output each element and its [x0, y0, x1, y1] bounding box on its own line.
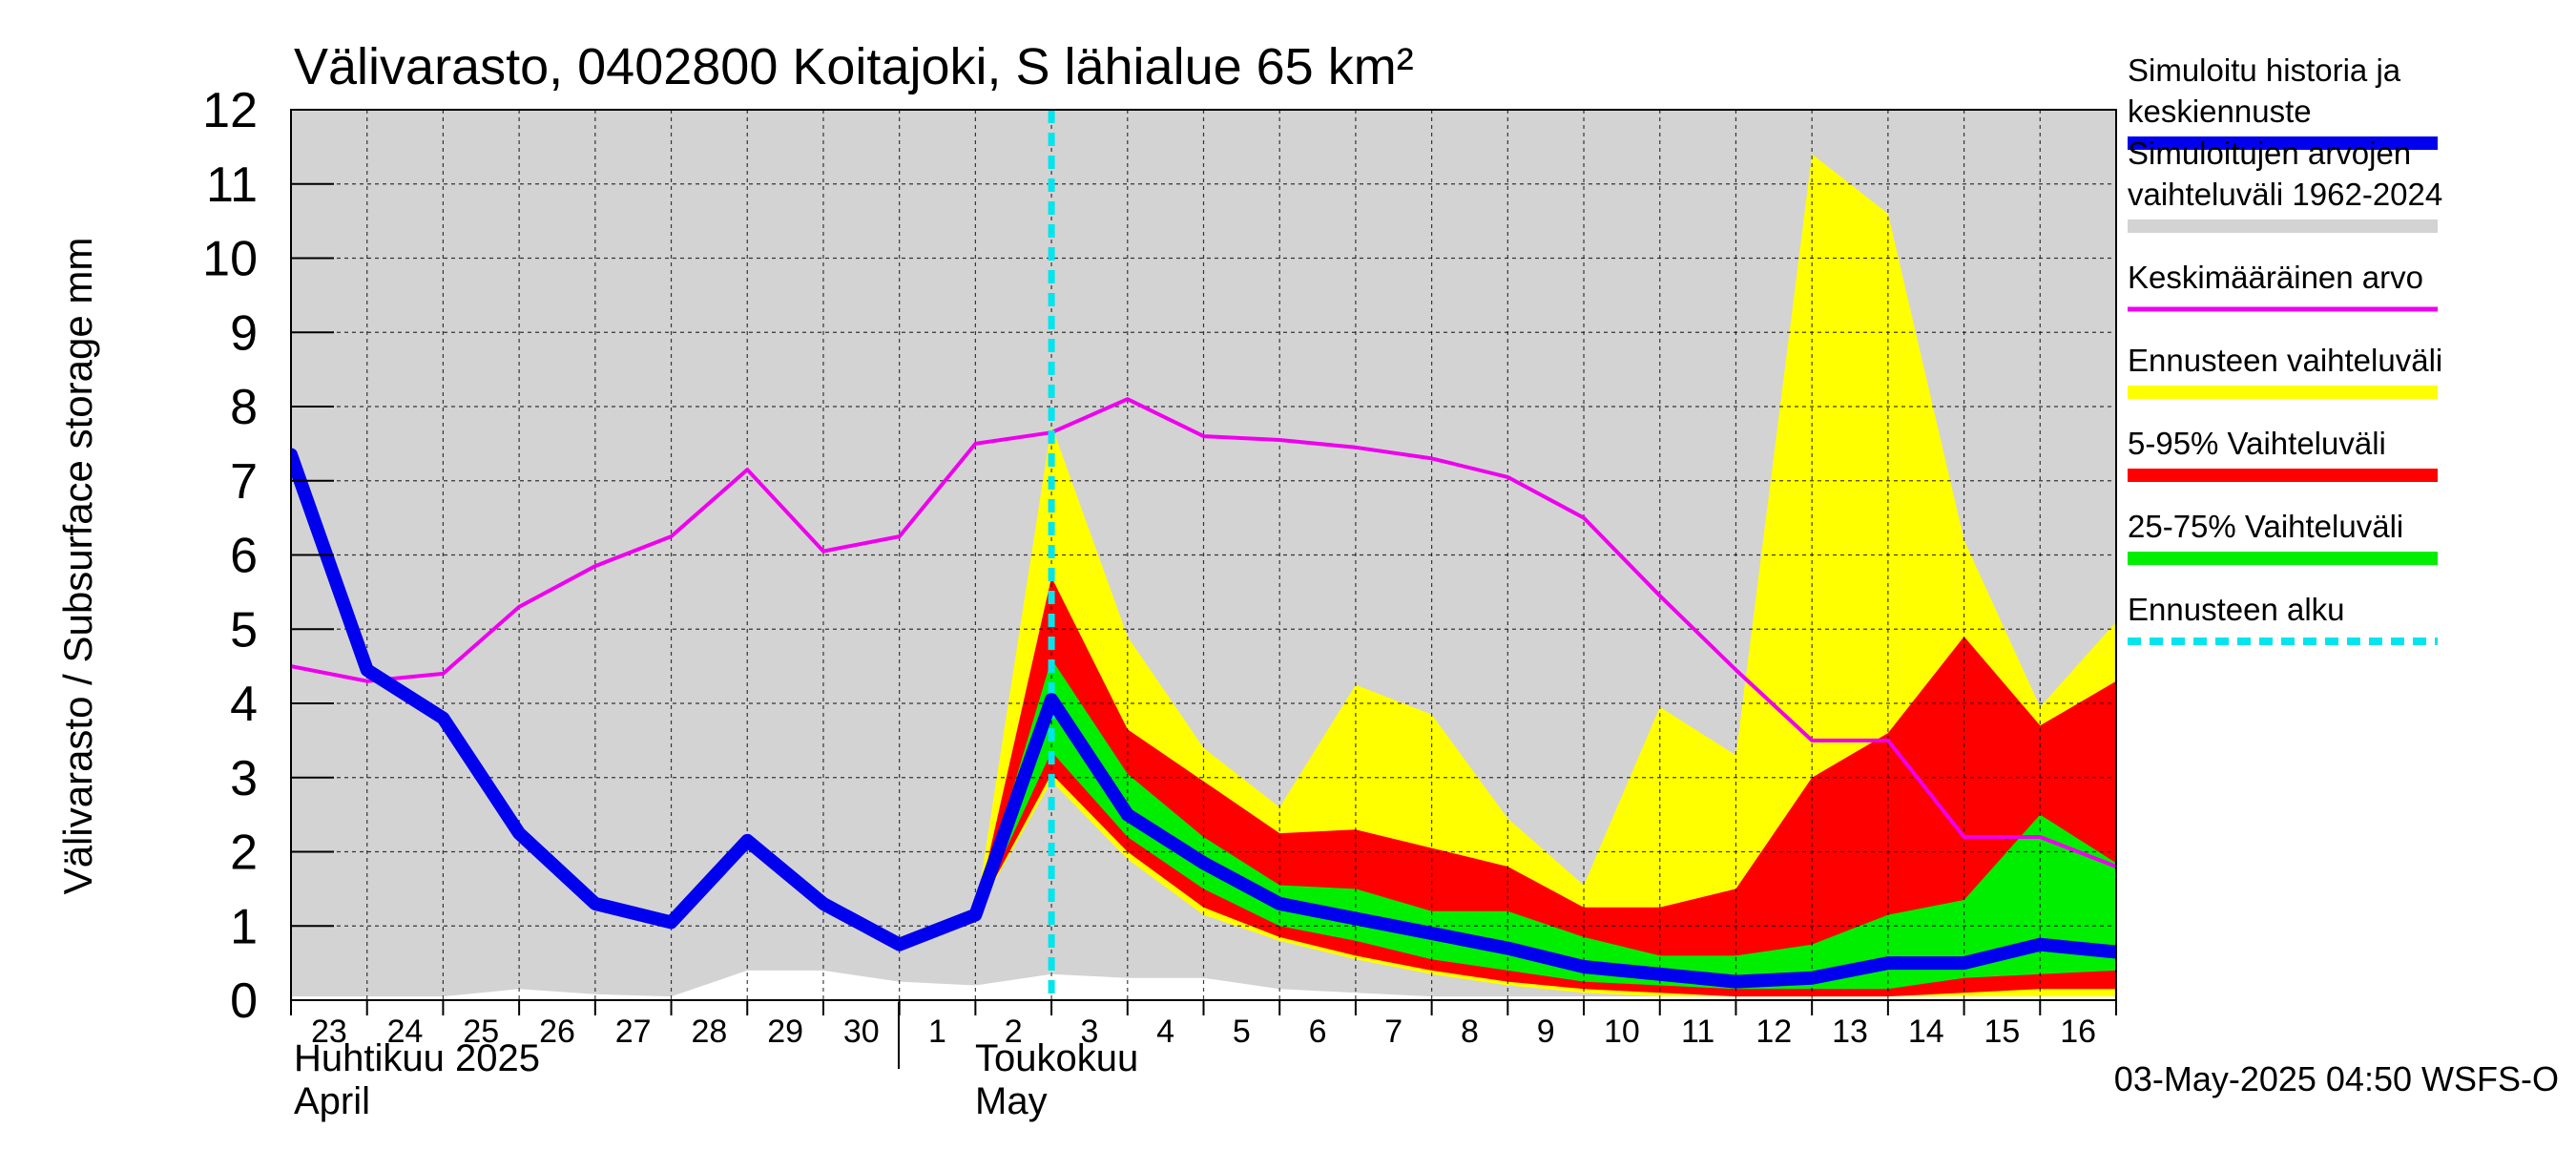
- y-tick-label: 1: [230, 899, 258, 954]
- x-tick-label: 13: [1832, 1014, 1868, 1050]
- x-tick-label: 15: [1984, 1014, 2021, 1050]
- x-tick-label: 10: [1604, 1014, 1640, 1050]
- x-tick-label: 1: [928, 1014, 946, 1050]
- x-tick-label: 29: [767, 1014, 803, 1050]
- x-tick-label: 26: [539, 1014, 575, 1050]
- x-tick-label: 23: [311, 1014, 347, 1050]
- y-tick-label: 5: [230, 602, 258, 658]
- month-label-may-en: May: [975, 1080, 1048, 1122]
- y-tick-label: 6: [230, 529, 258, 584]
- month-label-may-fi: Toukokuu: [975, 1037, 1138, 1079]
- x-tick-label: 8: [1461, 1014, 1479, 1050]
- y-tick-label: 7: [230, 454, 258, 510]
- x-tick-label: 25: [463, 1014, 499, 1050]
- legend-label: 25-75% Vaihteluväli: [2128, 509, 2403, 544]
- x-tick-label: 12: [1755, 1014, 1792, 1050]
- legend-label: Simuloitu historia ja: [2128, 52, 2401, 88]
- y-tick-label: 3: [230, 751, 258, 806]
- legend: Simuloitu historia ja keskiennuste Simuloi…: [2128, 52, 2442, 645]
- plot-frame: [290, 109, 2117, 1001]
- history-line: [291, 448, 2116, 989]
- legend-label: Keskimääräinen arvo: [2128, 260, 2423, 295]
- y-tick-label: 11: [206, 157, 258, 213]
- x-tick-label: 5: [1233, 1014, 1251, 1050]
- month-label-april-en: April: [294, 1080, 370, 1122]
- x-tick-label: 3: [1080, 1014, 1098, 1050]
- y-axis-label: Välivarasto / Subsurface storage mm: [55, 238, 100, 895]
- legend-label: vaihteluväli 1962-2024: [2128, 177, 2442, 212]
- x-tick-label: 4: [1156, 1014, 1174, 1050]
- y-tick-label: 2: [230, 826, 258, 881]
- x-tick-label: 27: [615, 1014, 652, 1050]
- mean-line: [291, 397, 2116, 868]
- x-tick-label: 2: [1005, 1014, 1023, 1050]
- chart-title: Välivarasto, 0402800 Koitajoki, S lähial…: [294, 38, 1414, 95]
- x-tick-label: 14: [1908, 1014, 1944, 1050]
- y-tick-label: 0: [230, 973, 258, 1029]
- y-tick-label: 4: [230, 677, 258, 732]
- legend-label: Ennusteen alku: [2128, 592, 2345, 627]
- plot-area: [291, 110, 2116, 1000]
- x-tick-label: 16: [2060, 1014, 2096, 1050]
- month-label-april-fi: Huhtikuu 2025: [294, 1037, 540, 1079]
- legend-label: Ennusteen vaihteluväli: [2128, 343, 2442, 378]
- x-tick-label: 6: [1309, 1014, 1327, 1050]
- y-tick-label: 9: [230, 305, 258, 361]
- y-tick-label: 10: [202, 232, 258, 287]
- x-tick-label: 7: [1384, 1014, 1402, 1050]
- x-tick-label: 28: [691, 1014, 727, 1050]
- legend-label: 5-95% Vaihteluväli: [2128, 426, 2386, 461]
- x-tick-label: 11: [1681, 1014, 1714, 1050]
- y-tick-label: 8: [230, 380, 258, 435]
- x-axis-ticks: 23 24 25 26 27 28 29 30 1 2 3 4 5 6 7 8 9 10 11 12 13 14 15 16: [290, 1000, 2117, 1050]
- legend-label: Simuloitujen arvojen: [2128, 136, 2411, 171]
- x-tick-label: 30: [843, 1014, 880, 1050]
- x-tick-label: 24: [387, 1014, 424, 1050]
- p25-75-band: [975, 659, 2116, 990]
- y-tick-label: 12: [202, 83, 258, 138]
- legend-label: keskiennuste: [2128, 94, 2312, 129]
- x-tick-label: 9: [1537, 1014, 1555, 1050]
- timestamp: 03-May-2025 04:50 WSFS-O: [2114, 1059, 2559, 1098]
